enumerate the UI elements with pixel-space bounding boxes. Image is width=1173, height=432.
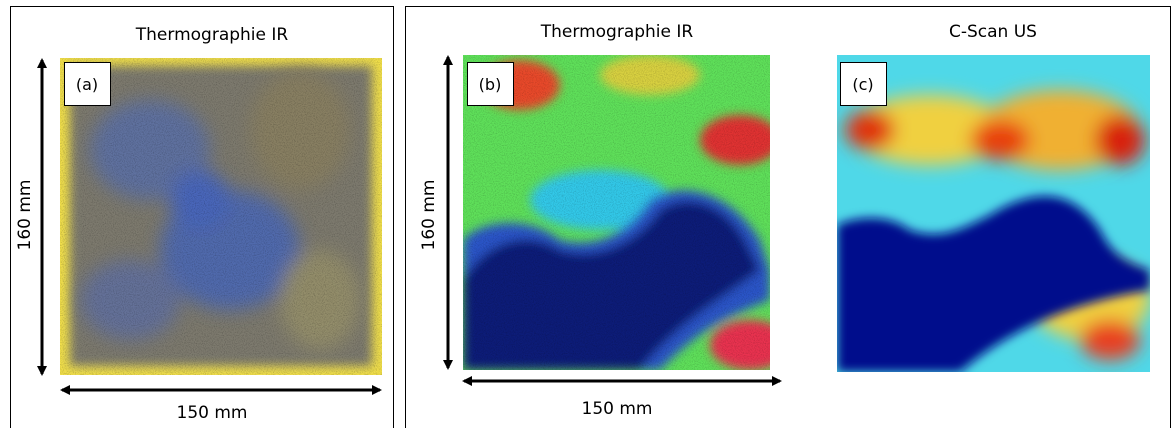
thermography-image (60, 58, 382, 375)
panel-frame (10, 6, 394, 432)
panel-frame (405, 6, 1171, 432)
panel-title: C-Scan US (949, 22, 1037, 42)
height-label: 160 mm (15, 180, 35, 251)
panel-label-box (64, 62, 111, 106)
panel-label-box (467, 62, 514, 106)
panel-label: (c) (852, 75, 873, 94)
ultrasound-image (837, 55, 1150, 372)
panel-title: Thermographie IR (135, 25, 289, 45)
height-label: 160 mm (419, 180, 439, 251)
width-label: 150 mm (177, 403, 248, 423)
panel-label: (b) (479, 75, 502, 94)
panel-label-box (840, 62, 887, 106)
panel-label: (a) (76, 75, 98, 94)
panel-title: Thermographie IR (540, 22, 694, 42)
thermography-image (463, 55, 770, 370)
width-label: 150 mm (582, 399, 653, 419)
